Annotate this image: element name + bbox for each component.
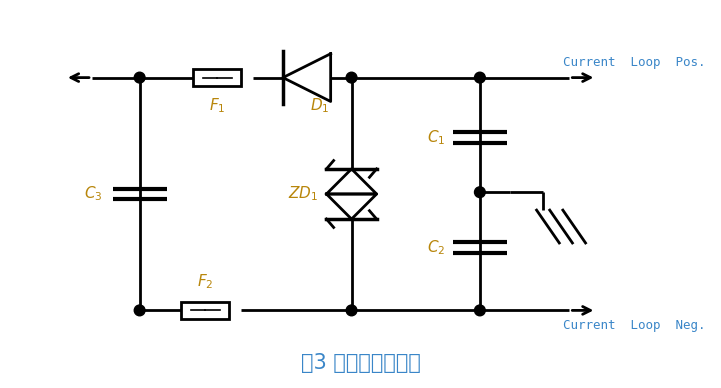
Circle shape bbox=[474, 72, 485, 83]
Circle shape bbox=[346, 72, 357, 83]
Polygon shape bbox=[327, 169, 376, 194]
Text: $F_1$: $F_1$ bbox=[209, 97, 226, 115]
Text: Current  Loop  Neg.: Current Loop Neg. bbox=[563, 319, 706, 333]
Text: $C_1$: $C_1$ bbox=[427, 128, 446, 147]
Text: $C_2$: $C_2$ bbox=[427, 238, 446, 257]
Polygon shape bbox=[327, 194, 376, 219]
Text: $C_3$: $C_3$ bbox=[84, 185, 102, 203]
Circle shape bbox=[346, 305, 357, 316]
Text: $D_1$: $D_1$ bbox=[310, 97, 329, 115]
Circle shape bbox=[474, 187, 485, 197]
Circle shape bbox=[134, 305, 145, 316]
Bar bbox=[182, 302, 229, 319]
Text: $F_2$: $F_2$ bbox=[197, 273, 213, 291]
Bar bbox=[193, 69, 241, 86]
Text: $ZD_1$: $ZD_1$ bbox=[288, 185, 319, 203]
Text: Current  Loop  Pos.: Current Loop Pos. bbox=[563, 55, 706, 69]
Text: 图3 外部的保护电路: 图3 外部的保护电路 bbox=[301, 353, 420, 373]
Polygon shape bbox=[283, 54, 331, 102]
Circle shape bbox=[134, 72, 145, 83]
Circle shape bbox=[474, 305, 485, 316]
